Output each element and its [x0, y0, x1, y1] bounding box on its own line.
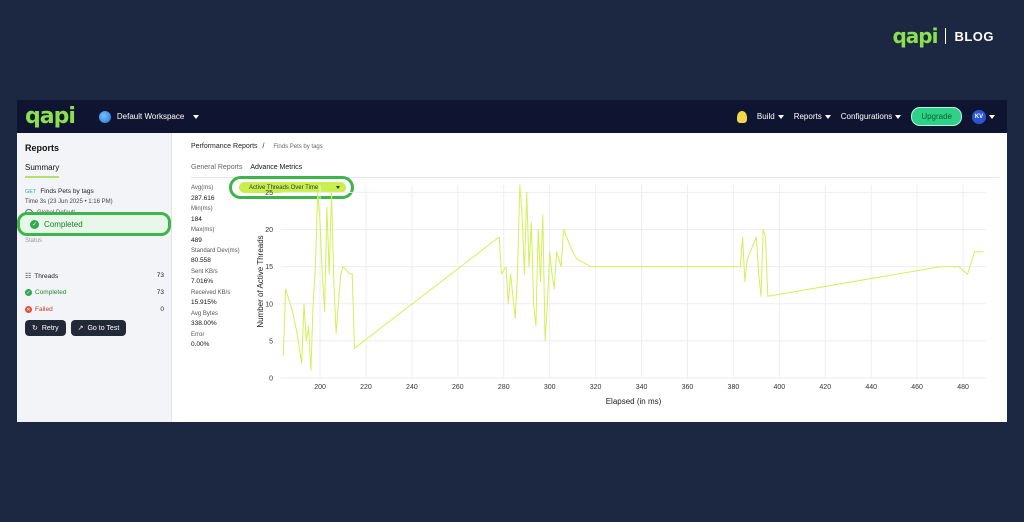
x-tick-label: 300: [544, 384, 556, 391]
x-tick-label: 420: [819, 384, 831, 391]
chevron-down-icon: [824, 114, 831, 119]
user-menu[interactable]: KV: [972, 109, 995, 124]
tab-divider: [191, 177, 999, 178]
y-axis-label: Number of Active Threads: [256, 235, 265, 327]
metric-error-value: 0.00%: [191, 341, 210, 348]
qapi-logo[interactable]: qapi: [892, 24, 938, 48]
retry-button[interactable]: ↻ Retry: [25, 320, 66, 336]
y-tick-label: 5: [269, 338, 273, 345]
avatar: KV: [972, 109, 986, 124]
report-tabs: General Reports Advance Metrics: [191, 164, 302, 171]
app-logo[interactable]: qapi: [25, 104, 76, 129]
status-badge: ✓ Completed: [17, 212, 171, 236]
active-threads-chart: 0 5 10 15 20 25 200 220 240 260 280 300 320 340 360 380…: [256, 184, 986, 406]
x-circle-icon: ✕: [25, 306, 32, 313]
x-tick-label: 220: [360, 384, 372, 391]
x-tick-label: 400: [773, 384, 785, 391]
x-tick-label: 480: [957, 384, 969, 391]
chevron-down-icon: [895, 114, 902, 119]
metrics-panel: Avg(ms) 287.616 Min(ms) 184 Max(ms) 489 …: [191, 183, 249, 351]
y-tick-label: 0: [269, 376, 273, 383]
check-circle-icon: ✓: [30, 219, 39, 229]
status-text: Completed: [44, 219, 83, 229]
metric-received-value: 15.915%: [191, 299, 217, 306]
x-tick-label: 200: [314, 384, 326, 391]
breadcrumb-current: Finds Pets by tags: [273, 144, 323, 150]
y-tick-label: 20: [265, 227, 273, 234]
series-line-active-threads: [282, 184, 984, 372]
refresh-icon: ↻: [32, 325, 38, 332]
request-method: GET: [25, 188, 37, 195]
menu-reports[interactable]: Reports: [794, 112, 831, 121]
x-tick-label: 340: [636, 384, 648, 391]
x-axis-label: Elapsed (in ms): [606, 397, 662, 406]
lightbulb-icon[interactable]: [736, 110, 747, 123]
sidebar-title: Reports: [25, 143, 60, 153]
y-tick-label: 25: [265, 190, 273, 197]
workspace-globe-icon: [98, 110, 111, 123]
report-main: Performance Reports / Finds Pets by tags…: [183, 133, 999, 422]
threads-icon: ☷: [25, 273, 32, 280]
x-tick-label: 380: [728, 384, 740, 391]
blog-brand: qapi BLOG: [892, 24, 994, 48]
metric-received-label: Received KB/s: [191, 289, 231, 296]
chevron-down-icon: [989, 114, 995, 119]
sidebar-buttons: ↻ Retry ↗ Go to Test: [25, 320, 127, 336]
x-tick-label: 280: [498, 384, 510, 391]
tab-advance-metrics[interactable]: Advance Metrics: [250, 164, 303, 171]
metric-min-label: Min(ms): [191, 206, 213, 212]
stat-threads: ☷ Threads 73: [25, 272, 164, 280]
x-tick-label: 260: [452, 384, 464, 391]
x-tick-label: 240: [406, 384, 418, 391]
status-label: Status: [25, 238, 43, 244]
breadcrumb: Performance Reports / Finds Pets by tags: [191, 143, 323, 150]
x-tick-label: 440: [865, 384, 877, 391]
blog-label[interactable]: BLOG: [954, 28, 994, 44]
metric-dropdown[interactable]: Active Threads Over Time: [239, 182, 346, 193]
metric-dropdown-highlight: Active Threads Over Time: [229, 176, 354, 199]
app-window: qapi Default Workspace Build Reports Con…: [17, 100, 1007, 422]
metric-avgbytes-label: Avg Bytes: [191, 310, 218, 317]
run-time: Time 3s (23 Jun 2025 • 1:16 PM): [25, 199, 113, 205]
x-tick-label: 460: [911, 384, 923, 391]
check-circle-icon: ✓: [25, 289, 32, 296]
breadcrumb-root[interactable]: Performance Reports: [191, 143, 258, 150]
brand-divider: [945, 28, 947, 44]
menu-configurations[interactable]: Configurations: [841, 112, 902, 121]
breadcrumb-separator: /: [262, 143, 265, 150]
tab-summary[interactable]: Summary: [25, 163, 60, 178]
metric-min-value: 184: [191, 215, 202, 223]
metric-stddev-label: Standard Dev(ms): [191, 248, 240, 254]
request-name: Finds Pets by tags: [40, 188, 94, 195]
menu-build[interactable]: Build: [757, 112, 784, 121]
metric-stddev-value: 80.558: [191, 257, 211, 264]
metric-max-label: Max(ms): [191, 227, 215, 233]
metric-error-label: Error: [191, 331, 205, 338]
metric-sent-label: Sent KB/s: [191, 268, 218, 275]
y-tick-label: 15: [265, 264, 273, 271]
upgrade-button[interactable]: Upgrade: [911, 107, 962, 126]
metric-sent-value: 7.016%: [191, 278, 214, 285]
chevron-down-icon: [777, 114, 784, 119]
chevron-down-icon: [193, 114, 200, 119]
top-navbar: qapi Default Workspace Build Reports Con…: [17, 100, 1007, 133]
stat-completed: ✓ Completed 73: [25, 289, 164, 296]
chevron-down-icon: [336, 186, 340, 189]
metric-avg-value: 287.616: [191, 194, 215, 202]
go-to-test-button[interactable]: ↗ Go to Test: [70, 320, 127, 336]
metric-avgbytes-value: 338.00%: [191, 320, 217, 327]
stat-failed: ✕ Failed 0: [25, 306, 164, 313]
reports-sidebar: Reports Summary GET Finds Pets by tags T…: [17, 133, 172, 422]
y-tick-label: 10: [265, 301, 273, 308]
metric-dropdown-value: Active Threads Over Time: [249, 184, 319, 191]
metric-avg-label: Avg(ms): [191, 185, 214, 191]
external-link-icon: ↗: [77, 325, 84, 332]
x-tick-label: 360: [682, 384, 694, 391]
tab-general-reports[interactable]: General Reports: [191, 164, 243, 171]
x-tick-label: 320: [590, 384, 602, 391]
workspace-selector[interactable]: Default Workspace: [98, 110, 200, 123]
workspace-name: Default Workspace: [116, 112, 185, 121]
request-info: GET Finds Pets by tags: [25, 188, 163, 195]
metric-max-value: 489: [191, 236, 202, 244]
